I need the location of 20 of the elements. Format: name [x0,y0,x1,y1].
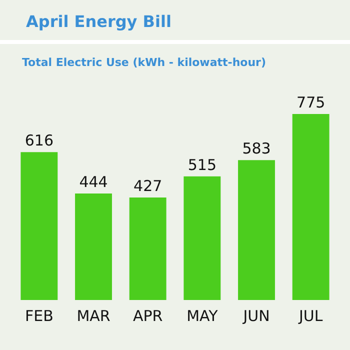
bar [184,176,221,300]
data-label: 444 [79,172,108,191]
data-label: 616 [24,132,54,150]
x-tick-label: MAR [76,306,110,325]
x-tick-label: APR [132,306,163,325]
x-tick-label: JUL [298,306,324,325]
chart-title: April Energy Bill [26,12,172,31]
bar [129,198,166,300]
x-tick-label: MAY [186,306,219,325]
bar [75,193,112,300]
x-tick-label: FEB [24,306,54,325]
data-label: 775 [296,93,326,112]
x-tick-label: JUN [242,306,270,325]
bar [238,160,275,300]
chart-subtitle: Total Electric Use (kWh - kilowatt-hour) [22,56,266,69]
bar [292,114,330,300]
data-label: 515 [188,156,216,174]
data-label: 583 [242,139,271,158]
data-label: 427 [134,176,162,195]
bar [20,152,58,300]
